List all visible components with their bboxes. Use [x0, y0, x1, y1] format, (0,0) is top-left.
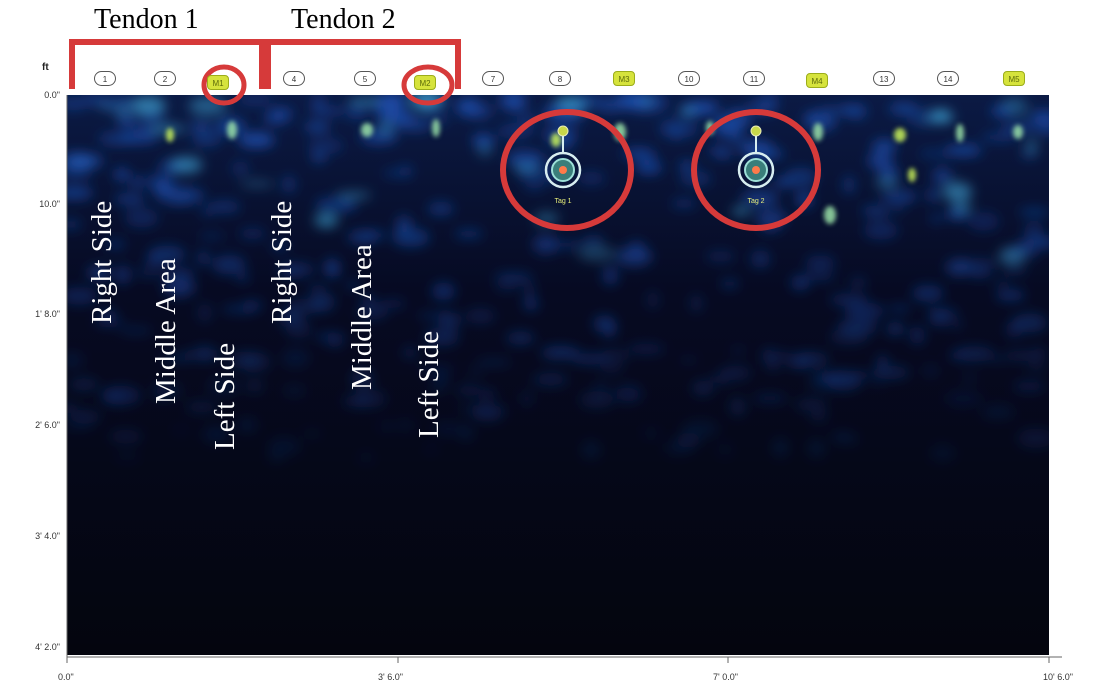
marker-m5[interactable]: M5 [1003, 71, 1025, 86]
depth-unit-label: ft [42, 62, 49, 73]
marker-10[interactable]: 10 [678, 71, 700, 86]
x-axis-tick-marks [66, 657, 1050, 663]
tendon-1-bracket [69, 39, 265, 89]
x-tick-label: 10' 6.0" [1043, 672, 1073, 682]
tendon-2-right-side-label: Right Side [266, 200, 298, 324]
x-tick-label: 0.0" [58, 672, 74, 682]
marker-7[interactable]: 7 [482, 71, 504, 86]
y-tick-label: 2' 6.0" [35, 420, 60, 430]
marker-13[interactable]: 13 [873, 71, 895, 86]
marker-m2[interactable]: M2 [414, 75, 436, 90]
marker-m2-highlight-circle [401, 64, 455, 106]
tendon-2-middle-area-label: Middle Area [346, 244, 378, 390]
marker-m1[interactable]: M1 [207, 75, 229, 90]
tendon-1-right-side-label: Right Side [86, 200, 118, 324]
marker-5[interactable]: 5 [354, 71, 376, 86]
marker-2[interactable]: 2 [154, 71, 176, 86]
marker-4[interactable]: 4 [283, 71, 305, 86]
x-tick-label: 3' 6.0" [378, 672, 403, 682]
tag-2-label: Tag 2 [747, 198, 764, 205]
tendon-2-left-side-label: Left Side [413, 330, 445, 438]
marker-11[interactable]: 11 [743, 71, 765, 86]
x-tick-label: 7' 0.0" [713, 672, 738, 682]
y-tick-label: 3' 4.0" [35, 531, 60, 541]
tendon-1-title: Tendon 1 [94, 4, 199, 35]
tendon-1-left-side-label: Left Side [209, 342, 241, 450]
y-tick-label: 10.0" [39, 199, 60, 209]
y-tick-label: 1' 8.0" [35, 309, 60, 319]
tag-2-highlight-circle [691, 109, 821, 231]
tag-1-icon[interactable] [544, 125, 582, 189]
marker-m1-highlight-circle [201, 64, 247, 106]
marker-1[interactable]: 1 [94, 71, 116, 86]
y-tick-label: 4' 2.0" [35, 642, 60, 652]
tendon-2-bracket [265, 39, 461, 89]
y-tick-label: 0.0" [44, 90, 60, 100]
marker-m4[interactable]: M4 [806, 73, 828, 88]
tendon-1-middle-area-label: Middle Area [150, 258, 182, 404]
tag-2-icon[interactable] [737, 125, 775, 189]
signal-reflections [67, 95, 1049, 464]
tendon-2-title: Tendon 2 [291, 4, 396, 35]
tag-1-label: Tag 1 [554, 198, 571, 205]
marker-m3[interactable]: M3 [613, 71, 635, 86]
marker-14[interactable]: 14 [937, 71, 959, 86]
marker-8[interactable]: 8 [549, 71, 571, 86]
tag-1-highlight-circle [500, 109, 634, 231]
